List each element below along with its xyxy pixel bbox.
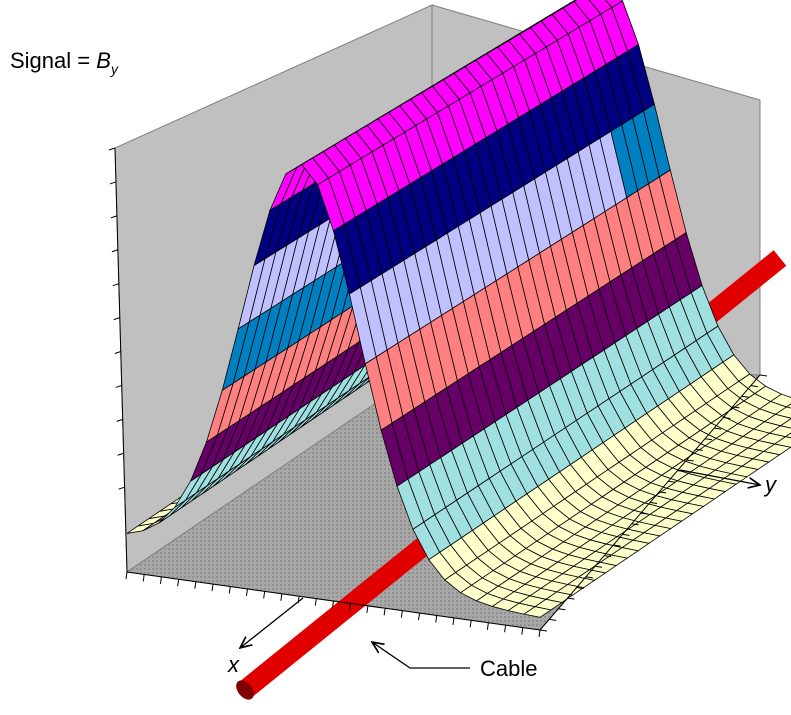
tick <box>114 318 120 320</box>
tick <box>119 487 125 489</box>
signal-prefix: Signal = <box>10 48 90 73</box>
tick <box>760 375 767 376</box>
tick <box>401 611 402 618</box>
cable-label: Cable <box>480 656 537 681</box>
x-label: x <box>227 652 240 677</box>
tick <box>315 599 316 606</box>
tick <box>111 216 117 218</box>
tick <box>384 608 385 615</box>
tick <box>419 613 420 620</box>
tick <box>367 606 368 613</box>
tick <box>558 609 565 610</box>
signal-symbol: B <box>96 48 111 73</box>
tick <box>470 620 471 627</box>
tick <box>522 628 523 635</box>
y-label: y <box>763 472 778 497</box>
signal-subscript: y <box>110 61 119 77</box>
tick <box>540 630 547 631</box>
tick <box>229 587 230 594</box>
signal-label: Signal = By <box>10 48 119 77</box>
tick <box>112 250 118 252</box>
tick <box>212 584 213 591</box>
tick <box>110 182 116 184</box>
tick <box>436 616 437 623</box>
tick <box>539 630 540 637</box>
tick <box>505 625 506 632</box>
cable-callout <box>372 642 470 668</box>
tick <box>118 453 124 455</box>
tick <box>246 589 247 596</box>
tick <box>195 582 196 589</box>
tick <box>117 419 123 421</box>
diagram: Signal = By x y Cable <box>0 0 791 715</box>
tick <box>116 385 122 387</box>
tick <box>568 598 575 599</box>
tick <box>281 594 282 601</box>
tick <box>109 148 115 150</box>
tick <box>178 579 179 586</box>
tick <box>160 577 161 584</box>
tick <box>113 284 119 286</box>
tick <box>126 572 127 579</box>
tick <box>549 619 556 620</box>
tick <box>264 591 265 598</box>
tick <box>453 618 454 625</box>
tick <box>143 574 144 581</box>
tick <box>487 623 488 630</box>
tick <box>115 352 121 354</box>
